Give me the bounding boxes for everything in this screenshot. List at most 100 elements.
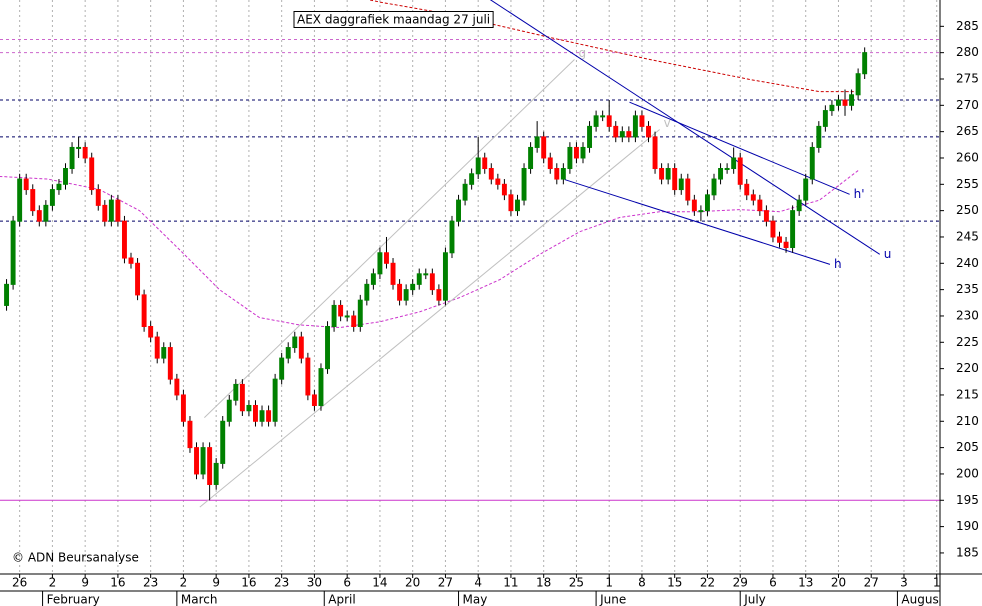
x-tick-label: 13 bbox=[798, 576, 813, 590]
x-tick-label: 16 bbox=[241, 576, 256, 590]
y-tick-label: 215 bbox=[956, 387, 979, 401]
candle-body bbox=[816, 125, 822, 148]
candle-body bbox=[803, 178, 809, 201]
y-tick-label: 185 bbox=[956, 545, 979, 559]
candle-body bbox=[515, 199, 520, 212]
candle-body bbox=[259, 410, 265, 422]
candle-body bbox=[233, 383, 239, 401]
candle-body bbox=[482, 157, 488, 170]
x-tick-label: 27 bbox=[864, 576, 879, 590]
y-tick-label: 235 bbox=[956, 282, 979, 296]
candle-body bbox=[646, 125, 651, 138]
month-label: March bbox=[181, 593, 218, 606]
candle-body bbox=[161, 347, 167, 359]
x-tick-label: 9 bbox=[212, 576, 220, 590]
candle-body bbox=[311, 394, 317, 406]
x-tick-label: 6 bbox=[343, 576, 351, 590]
candle-body bbox=[429, 273, 435, 291]
candle-body bbox=[148, 325, 154, 338]
candle-body bbox=[76, 146, 82, 149]
candle-body bbox=[718, 168, 724, 180]
y-tick-label: 200 bbox=[956, 466, 979, 480]
candle-body bbox=[135, 262, 141, 296]
candle-body bbox=[711, 178, 717, 196]
candle-body bbox=[587, 125, 593, 148]
candle-body bbox=[410, 283, 416, 291]
candle-body bbox=[652, 136, 658, 170]
x-tick-label: 2 bbox=[180, 576, 188, 590]
candle-body bbox=[462, 183, 468, 201]
candle-body bbox=[220, 420, 226, 464]
candle-body bbox=[600, 115, 606, 118]
candle-body bbox=[456, 199, 462, 222]
candle-body bbox=[102, 204, 108, 222]
candle-body bbox=[4, 283, 10, 306]
candle-body bbox=[121, 220, 127, 259]
y-tick-label: 280 bbox=[956, 45, 979, 59]
candle-body bbox=[672, 168, 678, 191]
month-label: July bbox=[743, 593, 766, 606]
candle-body bbox=[403, 289, 409, 301]
candle-body bbox=[108, 199, 114, 222]
candle-body bbox=[17, 178, 23, 222]
plot-area: g v u h' h bbox=[0, 0, 940, 574]
candle-body bbox=[180, 394, 186, 422]
candle-body bbox=[423, 273, 429, 276]
y-tick-label: 260 bbox=[956, 150, 979, 164]
trendline bbox=[199, 129, 660, 508]
y-tick-label: 275 bbox=[956, 71, 979, 85]
candle-body bbox=[724, 168, 730, 171]
candle-body bbox=[442, 252, 448, 301]
candle-body bbox=[298, 336, 304, 359]
candle-body bbox=[23, 178, 29, 191]
candle-body bbox=[842, 99, 848, 106]
x-tick-label: 30 bbox=[307, 576, 322, 590]
candle-body bbox=[384, 252, 389, 264]
x-tick-label: 26 bbox=[12, 576, 27, 590]
candle-body bbox=[305, 357, 311, 396]
x-tick-label: 14 bbox=[372, 576, 387, 590]
candle-body bbox=[167, 347, 173, 380]
candle-body bbox=[521, 168, 527, 201]
candle-body bbox=[377, 252, 383, 275]
candle-body bbox=[279, 357, 285, 380]
candle-body bbox=[488, 168, 494, 180]
candle-body bbox=[475, 157, 481, 175]
candle-body bbox=[49, 189, 55, 206]
y-tick-label: 255 bbox=[956, 177, 979, 191]
candle-body bbox=[685, 178, 691, 201]
candle-body bbox=[750, 194, 756, 201]
candle-body bbox=[344, 315, 350, 318]
candle-body bbox=[272, 378, 278, 422]
moving-average bbox=[0, 169, 860, 329]
candle-body bbox=[397, 283, 403, 301]
candle-body bbox=[580, 146, 586, 159]
candle-body bbox=[691, 199, 697, 212]
candle-body bbox=[495, 178, 501, 185]
candle-body bbox=[770, 220, 776, 238]
x-tick-label: 4 bbox=[474, 576, 482, 590]
candle-body bbox=[737, 157, 743, 185]
y-tick-label: 250 bbox=[956, 203, 979, 217]
candle-body bbox=[226, 399, 232, 422]
x-tick-label: 22 bbox=[700, 576, 715, 590]
x-tick-label: 20 bbox=[831, 576, 846, 590]
candle-body bbox=[501, 183, 507, 196]
x-tick-label: 3 bbox=[900, 576, 908, 590]
candle-body bbox=[508, 194, 514, 212]
candle-body bbox=[541, 136, 547, 159]
x-tick-label: 6 bbox=[769, 576, 777, 590]
candle-body bbox=[639, 115, 645, 127]
chart-title: AEX daggrafiek maandag 27 juli bbox=[297, 13, 490, 27]
y-tick-label: 225 bbox=[956, 335, 979, 349]
candle-body bbox=[285, 347, 291, 359]
candle-body bbox=[469, 173, 475, 185]
candle-body bbox=[56, 183, 62, 191]
candle-body bbox=[731, 157, 737, 170]
credit: © ADN Beursanalyse bbox=[12, 551, 139, 565]
trendline-label: v bbox=[664, 116, 671, 130]
candle-body bbox=[69, 146, 75, 170]
candle-body bbox=[698, 210, 704, 213]
x-tick-label: 1 bbox=[605, 576, 613, 590]
